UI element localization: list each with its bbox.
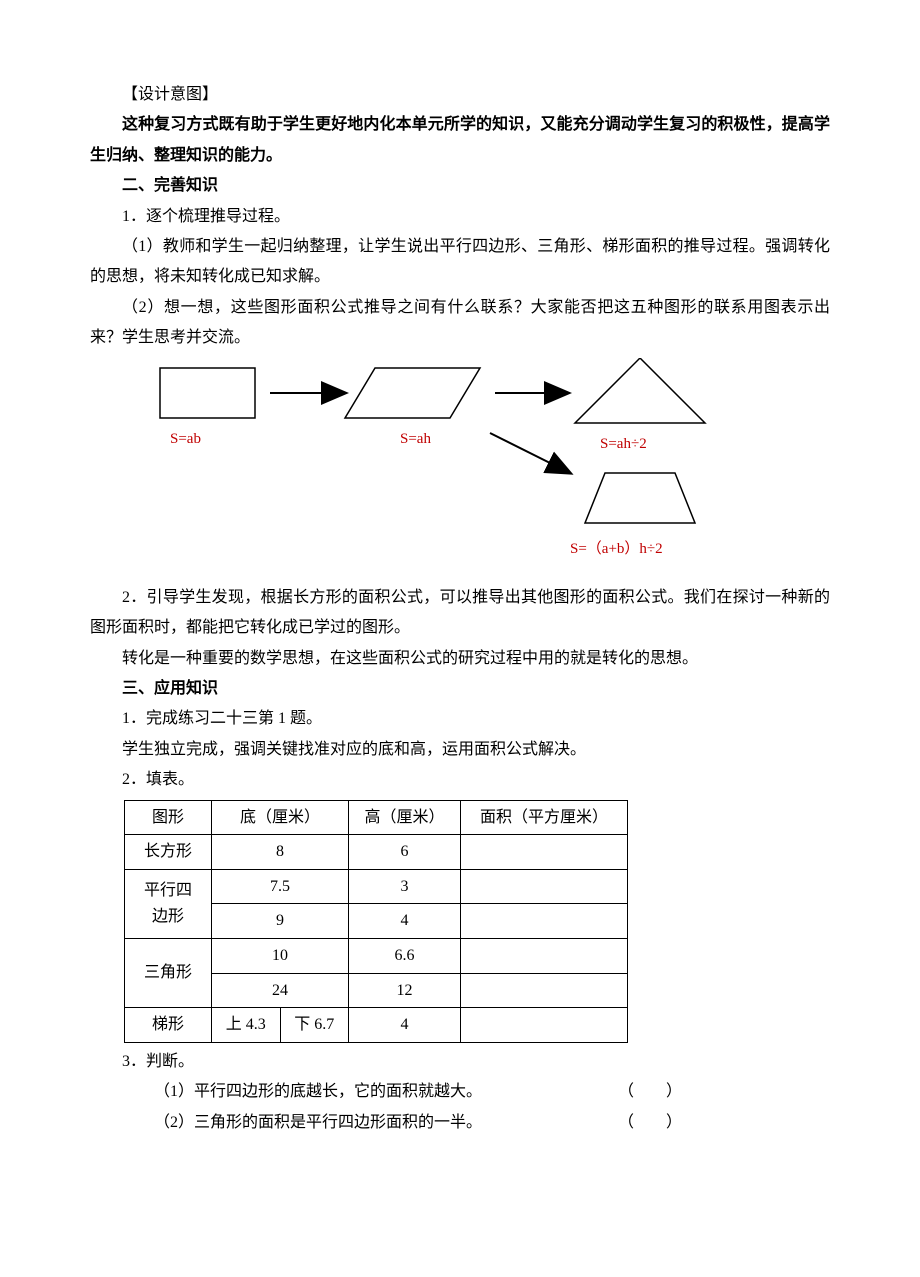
table-cell: 8: [212, 835, 349, 870]
table-cell: 6.6: [349, 939, 461, 974]
table-cell: [461, 869, 628, 904]
sec3-item-1: 1．完成练习二十三第 1 题。: [90, 704, 830, 734]
table-header-cell: 底（厘米）: [212, 800, 349, 835]
table-header-cell: 面积（平方厘米）: [461, 800, 628, 835]
table-cell: 梯形: [125, 1008, 212, 1043]
sec3-item-2: 2．填表。: [90, 765, 830, 795]
table-header-cell: 图形: [125, 800, 212, 835]
sec2-item-2: 2．引导学生发现，根据长方形的面积公式，可以推导出其他图形的面积公式。我们在探讨…: [90, 583, 830, 644]
judgement-2-text: （2）三角形的面积是平行四边形面积的一半。: [122, 1108, 502, 1138]
sec2-item-1-1: （1）教师和学生一起归纳整理，让学生说出平行四边形、三角形、梯形面积的推导过程。…: [90, 232, 830, 293]
table-cell: 4: [349, 904, 461, 939]
shape-area-table: 图形底（厘米）高（厘米）面积（平方厘米）长方形86平行四边形7.5394三角形1…: [124, 800, 628, 1043]
table-cell: 平行四边形: [125, 869, 212, 938]
svg-text:S=ah÷2: S=ah÷2: [600, 436, 647, 452]
table-cell: 长方形: [125, 835, 212, 870]
table-cell: 上 4.3下 6.7: [212, 1008, 349, 1043]
svg-text:S=ab: S=ab: [170, 431, 201, 447]
table-header-cell: 高（厘米）: [349, 800, 461, 835]
sec2-item-1-2: （2）想一想，这些图形面积公式推导之间有什么联系？大家能否把这五种图形的联系用图…: [90, 293, 830, 354]
sec3-item-3: 3．判断。: [90, 1047, 830, 1077]
section-3-title: 三、应用知识: [90, 674, 830, 704]
table-cell: [461, 939, 628, 974]
table-cell: 9: [212, 904, 349, 939]
table-cell: 12: [349, 973, 461, 1008]
table-cell: [461, 835, 628, 870]
judgement-1-paren: （ ）: [586, 1077, 682, 1107]
judgement-2: （2）三角形的面积是平行四边形面积的一半。 （ ）: [90, 1108, 830, 1138]
sec2-item-1: 1．逐个梳理推导过程。: [90, 202, 830, 232]
section-2-title: 二、完善知识: [90, 171, 830, 201]
design-intent-label: 【设计意图】: [90, 80, 830, 110]
table-cell: 4: [349, 1008, 461, 1043]
table-cell: 三角形: [125, 939, 212, 1008]
judgement-2-paren: （ ）: [586, 1108, 682, 1138]
svg-text:S=（a+b）h÷2: S=（a+b）h÷2: [570, 540, 663, 557]
design-intent-text: 这种复习方式既有助于学生更好地内化本单元所学的知识，又能充分调动学生复习的积极性…: [90, 110, 830, 171]
table-cell: [461, 973, 628, 1008]
judgement-1-text: （1）平行四边形的底越长，它的面积就越大。: [122, 1077, 502, 1107]
shape-derivation-diagram: S=ab S=ah S=ah÷2 S=（a+b）h÷2: [150, 358, 830, 579]
judgement-1: （1）平行四边形的底越长，它的面积就越大。 （ ）: [90, 1077, 830, 1107]
svg-text:S=ah: S=ah: [400, 431, 431, 447]
table-cell: 6: [349, 835, 461, 870]
table-cell: [461, 1008, 628, 1043]
table-cell: 24: [212, 973, 349, 1008]
sec2-note: 转化是一种重要的数学思想，在这些面积公式的研究过程中用的就是转化的思想。: [90, 644, 830, 674]
table-cell: [461, 904, 628, 939]
sec3-item-1-note: 学生独立完成，强调关键找准对应的底和高，运用面积公式解决。: [90, 735, 830, 765]
table-cell: 3: [349, 869, 461, 904]
table-cell: 7.5: [212, 869, 349, 904]
table-cell: 10: [212, 939, 349, 974]
derivation-svg: S=ab S=ah S=ah÷2 S=（a+b）h÷2: [150, 358, 750, 568]
